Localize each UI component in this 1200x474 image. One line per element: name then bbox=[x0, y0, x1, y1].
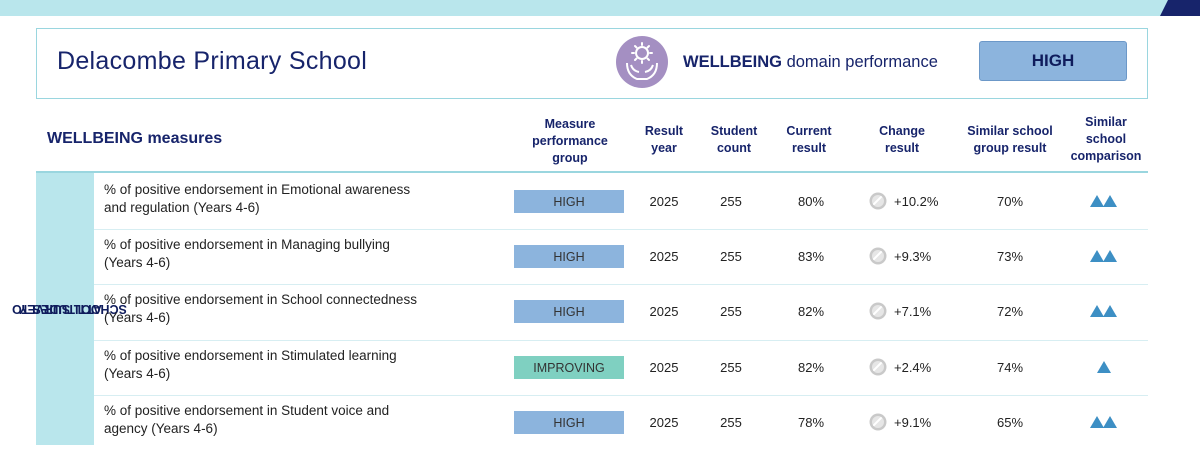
result-year: 2025 bbox=[649, 249, 679, 264]
performance-group-badge: IMPROVING bbox=[514, 356, 624, 379]
column-measure-performance-group: Measure performance group bbox=[532, 117, 608, 165]
measure-text: % of positive endorsement in Emotional a… bbox=[104, 182, 411, 215]
comparison-triangle-icon bbox=[1103, 416, 1117, 428]
comparison-triangle-icon bbox=[1090, 416, 1104, 428]
performance-group-badge: HIGH bbox=[514, 245, 624, 268]
student-count: 255 bbox=[720, 360, 742, 375]
comparison-triangle-icon bbox=[1090, 250, 1104, 262]
row-divider bbox=[94, 229, 1148, 230]
current-result: 78% bbox=[797, 415, 825, 430]
section-label: ATTITUDES TO SCHOOL SURVEY bbox=[12, 302, 127, 316]
student-count: 255 bbox=[720, 304, 742, 319]
column-similar-group-result: Similar school group result bbox=[967, 124, 1053, 155]
table-row: % of positive endorsement in Stimulated … bbox=[94, 341, 1148, 396]
change-result: +10.2% bbox=[894, 194, 939, 209]
column-student-count: Student count bbox=[710, 124, 758, 155]
column-change-result: Change result bbox=[879, 124, 925, 155]
current-result: 80% bbox=[797, 194, 825, 209]
header-divider bbox=[36, 171, 1148, 173]
student-count: 255 bbox=[720, 415, 742, 430]
change-indicator-icon bbox=[869, 247, 887, 265]
change-result: +7.1% bbox=[894, 304, 932, 319]
performance-group-badge: HIGH bbox=[514, 190, 624, 213]
comparison-triangle-icon bbox=[1097, 361, 1111, 373]
performance-group-badge: HIGH bbox=[514, 411, 624, 434]
column-current-result: Current result bbox=[786, 124, 832, 155]
domain-label: WELLBEING domain performance bbox=[683, 53, 938, 71]
domain-performance-badge: HIGH bbox=[979, 41, 1127, 81]
measure-text: % of positive endorsement in Stimulated … bbox=[104, 348, 397, 381]
change-indicator-icon bbox=[869, 302, 887, 320]
current-result: 83% bbox=[797, 249, 825, 264]
table-row: % of positive endorsement in Managing bu… bbox=[94, 230, 1148, 285]
school-name: Delacombe Primary School bbox=[57, 47, 368, 75]
column-similar-comparison: Similar school comparison bbox=[1070, 115, 1142, 163]
measure-text: % of positive endorsement in Student voi… bbox=[104, 403, 390, 436]
row-divider bbox=[94, 395, 1148, 396]
similar-group-result: 74% bbox=[996, 360, 1024, 375]
student-count: 255 bbox=[720, 194, 742, 209]
similar-group-result: 65% bbox=[996, 415, 1024, 430]
column-result-year: Result year bbox=[644, 124, 684, 155]
table-row: % of positive endorsement in School conn… bbox=[94, 285, 1148, 340]
comparison-triangle-icon bbox=[1090, 305, 1104, 317]
comparison-triangle-icon bbox=[1103, 305, 1117, 317]
similar-group-result: 70% bbox=[996, 194, 1024, 209]
result-year: 2025 bbox=[649, 415, 679, 430]
school-header: Delacombe Primary School WELLBEING domai… bbox=[36, 28, 1148, 99]
row-divider bbox=[94, 340, 1148, 341]
top-band bbox=[0, 0, 1200, 16]
wellbeing-hands-gear-icon bbox=[616, 36, 668, 88]
comparison-triangle-icon bbox=[1103, 195, 1117, 207]
similar-group-result: 72% bbox=[996, 304, 1024, 319]
table-row: % of positive endorsement in Emotional a… bbox=[94, 175, 1148, 230]
measure-text: % of positive endorsement in Managing bu… bbox=[104, 237, 390, 270]
change-result: +9.1% bbox=[894, 415, 932, 430]
result-year: 2025 bbox=[649, 194, 679, 209]
table-row: % of positive endorsement in Student voi… bbox=[94, 396, 1148, 451]
change-indicator-icon bbox=[869, 413, 887, 431]
row-divider bbox=[94, 284, 1148, 285]
measure-text: % of positive endorsement in School conn… bbox=[104, 292, 417, 325]
corner-decoration bbox=[1160, 0, 1200, 16]
result-year: 2025 bbox=[649, 360, 679, 375]
result-year: 2025 bbox=[649, 304, 679, 319]
performance-group-badge: HIGH bbox=[514, 300, 624, 323]
change-result: +2.4% bbox=[894, 360, 932, 375]
student-count: 255 bbox=[720, 249, 742, 264]
current-result: 82% bbox=[797, 360, 825, 375]
change-indicator-icon bbox=[869, 358, 887, 376]
change-result: +9.3% bbox=[894, 249, 932, 264]
section-panel bbox=[36, 173, 94, 445]
measures-title: WELLBEING measures bbox=[47, 130, 223, 147]
similar-group-result: 73% bbox=[996, 249, 1024, 264]
change-indicator-icon bbox=[869, 192, 887, 210]
current-result: 82% bbox=[797, 304, 825, 319]
comparison-triangle-icon bbox=[1090, 195, 1104, 207]
comparison-triangle-icon bbox=[1103, 250, 1117, 262]
